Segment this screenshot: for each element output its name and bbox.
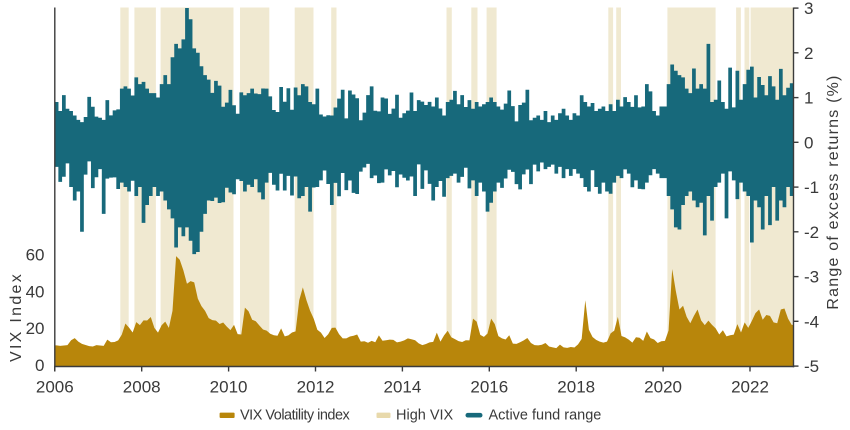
svg-text:1: 1 xyxy=(804,89,813,108)
svg-text:0: 0 xyxy=(35,356,44,375)
svg-text:VIX Volatility index: VIX Volatility index xyxy=(240,408,351,424)
svg-text:2014: 2014 xyxy=(383,378,421,397)
svg-text:2016: 2016 xyxy=(470,378,508,397)
svg-text:60: 60 xyxy=(26,246,45,265)
svg-text:-1: -1 xyxy=(804,178,819,197)
svg-text:High VIX: High VIX xyxy=(396,408,454,424)
svg-text:Active fund range: Active fund range xyxy=(489,408,602,424)
svg-text:0: 0 xyxy=(804,133,813,152)
svg-text:2008: 2008 xyxy=(123,378,161,397)
svg-text:20: 20 xyxy=(26,319,45,338)
svg-text:2010: 2010 xyxy=(210,378,248,397)
svg-text:-5: -5 xyxy=(804,357,819,376)
svg-text:VIX Index: VIX Index xyxy=(8,272,25,362)
svg-text:2006: 2006 xyxy=(36,378,74,397)
svg-text:40: 40 xyxy=(26,282,45,301)
svg-text:-2: -2 xyxy=(804,223,819,242)
svg-text:3: 3 xyxy=(804,0,813,18)
svg-text:-3: -3 xyxy=(804,268,819,287)
svg-text:Range of excess returns (%): Range of excess returns (%) xyxy=(825,74,842,309)
svg-text:2022: 2022 xyxy=(731,378,769,397)
svg-text:2020: 2020 xyxy=(644,378,682,397)
svg-text:2012: 2012 xyxy=(297,378,335,397)
svg-text:-4: -4 xyxy=(804,312,819,331)
svg-text:2: 2 xyxy=(804,44,813,63)
svg-text:2018: 2018 xyxy=(557,378,595,397)
